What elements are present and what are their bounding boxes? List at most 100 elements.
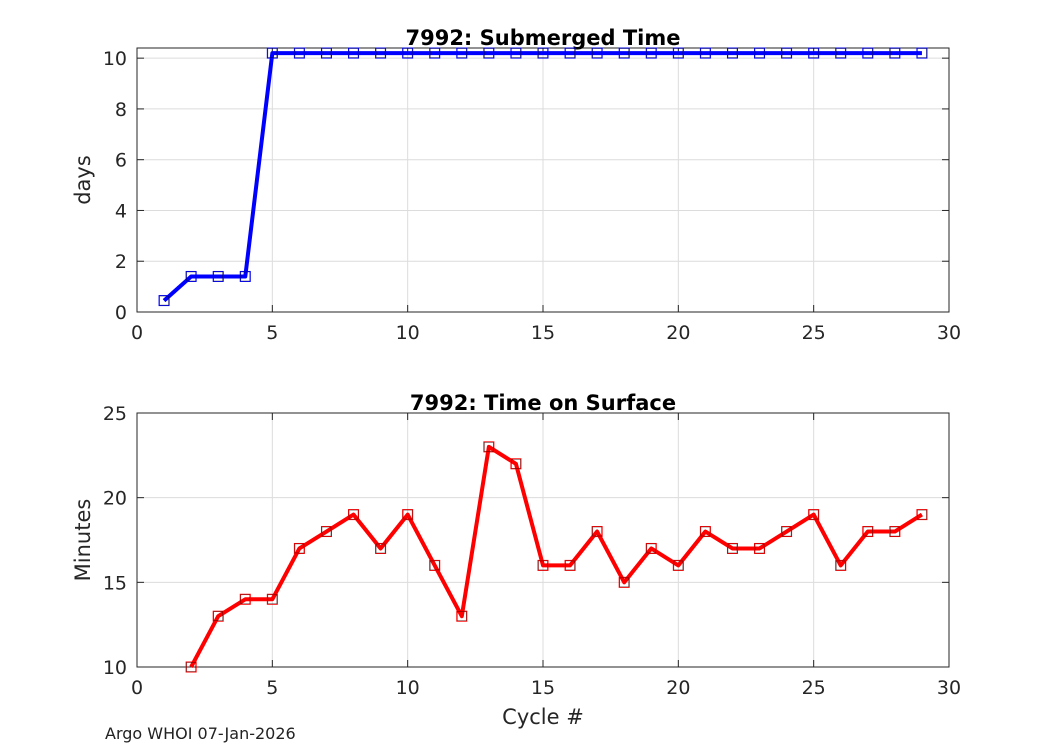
data-point-outline bbox=[565, 48, 575, 58]
x-tick-label: 10 bbox=[396, 322, 420, 344]
data-point-marker bbox=[239, 270, 251, 282]
chart-title: 7992: Submerged Time bbox=[405, 26, 680, 50]
data-point-outline bbox=[186, 662, 196, 672]
data-point-marker bbox=[835, 559, 847, 571]
data-point-marker bbox=[808, 47, 820, 59]
data-point-marker bbox=[456, 47, 468, 59]
data-point-outline bbox=[619, 577, 630, 588]
data-point-outline bbox=[862, 526, 873, 537]
data-point-outline bbox=[321, 48, 332, 58]
data-point-marker bbox=[781, 526, 793, 538]
data-point-marker bbox=[320, 47, 332, 59]
data-point-outline bbox=[456, 48, 467, 58]
x-tick-label: 20 bbox=[666, 677, 690, 699]
data-point-outline bbox=[348, 509, 359, 520]
data-point-marker bbox=[591, 526, 603, 538]
data-point-marker bbox=[808, 509, 820, 521]
data-point-outline bbox=[484, 48, 494, 58]
data-point-marker bbox=[672, 559, 684, 571]
x-tick-label: 15 bbox=[531, 677, 555, 699]
y-tick-label: 15 bbox=[103, 572, 127, 594]
data-point-outline bbox=[835, 560, 846, 571]
data-point-marker bbox=[158, 295, 170, 307]
data-point-marker bbox=[835, 47, 847, 59]
data-point-outline bbox=[781, 48, 792, 58]
data-point-marker bbox=[266, 47, 278, 59]
y-tick-label: 20 bbox=[103, 488, 127, 510]
data-point-marker bbox=[293, 47, 305, 59]
data-point-marker bbox=[510, 47, 522, 59]
data-point-outline bbox=[213, 611, 223, 622]
data-point-marker bbox=[591, 47, 603, 59]
data-point-marker bbox=[320, 526, 332, 538]
data-point-marker bbox=[456, 610, 468, 622]
data-point-outline bbox=[240, 271, 251, 282]
data-point-outline bbox=[619, 48, 630, 58]
x-tick-label: 0 bbox=[131, 677, 143, 699]
y-tick-label: 6 bbox=[115, 150, 127, 172]
y-tick-label: 10 bbox=[103, 48, 127, 70]
data-point-outline bbox=[294, 48, 305, 58]
data-point-marker bbox=[889, 47, 901, 59]
data-point-outline bbox=[538, 560, 548, 571]
x-tick-label: 5 bbox=[266, 322, 278, 344]
data-point-marker bbox=[916, 47, 928, 59]
data-point-marker bbox=[699, 47, 711, 59]
data-point-marker bbox=[862, 526, 874, 538]
data-point-outline bbox=[240, 594, 251, 605]
data-point-marker bbox=[212, 270, 224, 282]
data-point-outline bbox=[727, 543, 738, 554]
data-point-outline bbox=[700, 48, 711, 58]
data-point-marker bbox=[402, 509, 414, 521]
data-point-marker bbox=[266, 593, 278, 605]
x-axis-label: Cycle # bbox=[502, 705, 584, 729]
data-point-marker bbox=[239, 593, 251, 605]
data-point-outline bbox=[592, 48, 602, 58]
data-point-outline bbox=[808, 509, 819, 520]
x-tick-label: 15 bbox=[531, 322, 555, 344]
data-point-outline bbox=[890, 48, 900, 58]
data-point-outline bbox=[348, 48, 359, 58]
data-point-outline bbox=[565, 560, 575, 571]
y-axis-label: Minutes bbox=[71, 499, 95, 582]
data-point-marker bbox=[754, 47, 766, 59]
chart-surface: 0 5 10 15 20 25 30 10 15 20 25 7992: Time on Surfac… bbox=[71, 391, 961, 729]
series-line bbox=[189, 444, 923, 668]
data-point-outline bbox=[402, 48, 413, 58]
y-tick-label: 25 bbox=[103, 403, 127, 425]
data-point-outline bbox=[429, 48, 440, 58]
footer-credit: Argo WHOI 07-Jan-2026 bbox=[105, 724, 296, 743]
data-point-outline bbox=[456, 611, 467, 622]
data-point-marker bbox=[564, 47, 576, 59]
data-point-marker bbox=[348, 47, 360, 59]
data-point-marker bbox=[889, 526, 901, 538]
data-point-outline bbox=[646, 543, 657, 554]
data-point-outline bbox=[375, 48, 386, 58]
data-point-outline bbox=[592, 526, 602, 537]
y-tick-label: 10 bbox=[103, 657, 127, 679]
data-point-marker bbox=[483, 441, 495, 453]
data-point-outline bbox=[835, 48, 846, 58]
data-point-marker bbox=[537, 47, 549, 59]
data-point-outline bbox=[862, 48, 873, 58]
data-point-outline bbox=[727, 48, 738, 58]
data-point-outline bbox=[890, 526, 900, 537]
data-point-outline bbox=[917, 509, 927, 520]
y-tick-label: 4 bbox=[115, 200, 127, 222]
data-point-outline bbox=[754, 543, 765, 554]
series-line bbox=[162, 51, 922, 303]
data-point-outline bbox=[267, 48, 278, 58]
data-point-marker bbox=[564, 559, 576, 571]
data-point-marker bbox=[429, 47, 441, 59]
data-point-marker bbox=[916, 509, 928, 521]
y-tick-label: 2 bbox=[115, 251, 127, 273]
data-point-marker bbox=[510, 458, 522, 470]
data-point-outline bbox=[375, 543, 386, 554]
data-point-marker bbox=[618, 47, 630, 59]
data-point-outline bbox=[321, 526, 332, 537]
data-point-marker bbox=[699, 526, 711, 538]
y-tick-label: 0 bbox=[115, 302, 127, 324]
data-point-marker bbox=[375, 542, 387, 554]
data-point-marker bbox=[618, 576, 630, 588]
